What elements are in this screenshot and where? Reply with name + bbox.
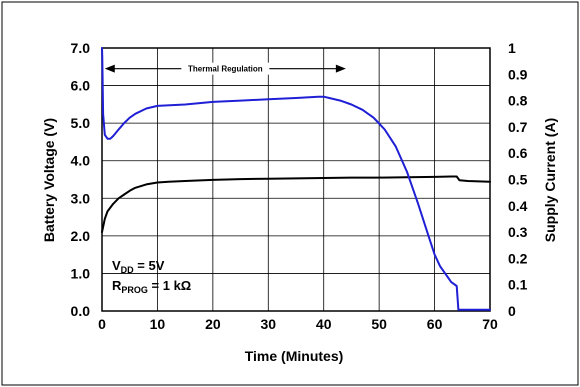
x-axis-ticks: 0 10 20 30 40 50 60 70 — [98, 316, 498, 332]
supply-current-line — [101, 47, 491, 311]
y-left-tick-label: 6.0 — [71, 78, 91, 94]
y-right-tick-label: 1 — [508, 40, 516, 56]
y-left-tick-label: 5.0 — [71, 115, 91, 131]
y-left-tick-label: 2.0 — [71, 228, 91, 244]
y-axis-right-title: Supply Current (A) — [542, 118, 558, 242]
y-left-tick-label: 4.0 — [71, 153, 91, 169]
y-right-tick-label: 0.1 — [508, 277, 528, 293]
x-tick-label: 50 — [371, 316, 387, 332]
series-lines — [101, 47, 491, 311]
y-right-tick-label: 0.9 — [508, 66, 528, 82]
x-axis-title: Time (Minutes) — [245, 348, 344, 364]
y-axis-left-ticks: 0.0 1.0 2.0 3.0 4.0 5.0 6.0 7.0 — [71, 40, 91, 319]
x-tick-label: 40 — [316, 316, 332, 332]
arrow-head-right — [335, 64, 346, 73]
x-tick-label: 30 — [260, 316, 276, 332]
y-right-tick-label: 0.4 — [508, 198, 528, 214]
y-right-tick-label: 0.7 — [508, 119, 528, 135]
y-right-tick-label: 0.8 — [508, 93, 528, 109]
y-axis-left-title: Battery Voltage (V) — [41, 118, 57, 242]
x-tick-label: 10 — [150, 316, 166, 332]
x-tick-label: 0 — [98, 316, 106, 332]
y-right-tick-label: 0.5 — [508, 172, 528, 188]
arrow-head-left — [104, 64, 115, 73]
conditions-note: VDD = 5V RPROG = 1 kΩ — [112, 258, 191, 295]
condition-vdd: VDD = 5V — [112, 258, 165, 275]
x-tick-label: 70 — [482, 316, 498, 332]
battery-voltage-line — [101, 175, 491, 234]
condition-rprog: RPROG = 1 kΩ — [112, 278, 191, 295]
arrow-label: Thermal Regulation — [188, 65, 263, 74]
x-tick-label: 20 — [205, 316, 221, 332]
y-left-tick-label: 7.0 — [71, 40, 91, 56]
y-left-tick-label: 0.0 — [71, 303, 91, 319]
arrow-label-background — [181, 62, 270, 75]
x-tick-label: 60 — [427, 316, 443, 332]
y-left-tick-label: 1.0 — [71, 265, 91, 281]
y-right-tick-label: 0.2 — [508, 250, 528, 266]
thermal-regulation-annotation: Thermal Regulation — [104, 62, 346, 75]
y-right-tick-label: 0.6 — [508, 145, 528, 161]
plot-area-frame — [101, 47, 491, 312]
y-right-tick-label: 0 — [508, 303, 516, 319]
y-right-tick-label: 0.3 — [508, 224, 528, 240]
y-left-tick-label: 3.0 — [71, 190, 91, 206]
y-axis-right-ticks: 0 0.1 0.2 0.3 0.4 0.5 0.6 0.7 0.8 0.9 1 — [508, 40, 528, 319]
